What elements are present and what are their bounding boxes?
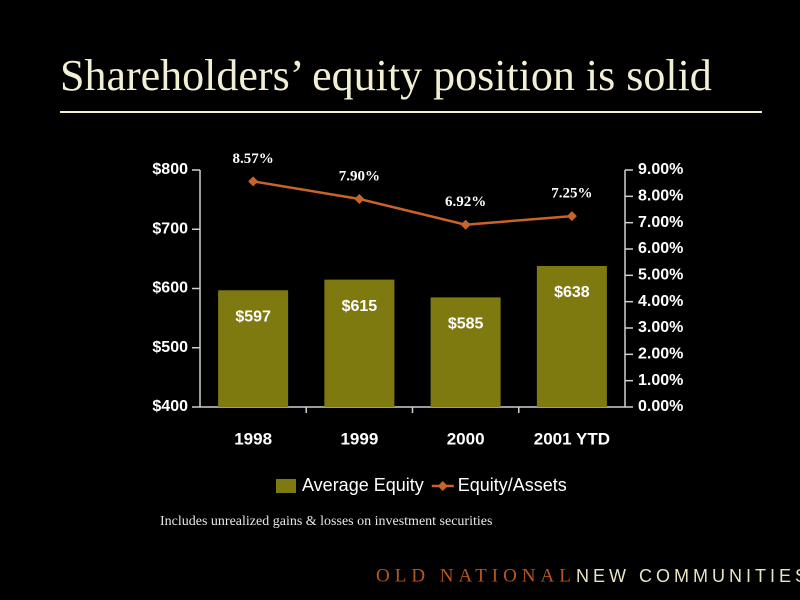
line: [252, 180, 572, 227]
y2-tick-label: 3.00%: [638, 319, 683, 336]
bar-value-label: $597: [235, 308, 271, 325]
y2-tick-label: 8.00%: [638, 188, 683, 205]
x-tick-label: 2001 YTD: [534, 429, 610, 448]
y2-tick-label: 4.00%: [638, 293, 683, 310]
legend-label: Equity/Assets: [458, 475, 567, 495]
y2-tick-label: 0.00%: [638, 398, 683, 415]
line-marker: [248, 176, 259, 187]
legend-marker: [437, 481, 448, 491]
footnote: Includes unrealized gains & losses on in…: [160, 514, 492, 529]
line-value-label: 7.90%: [339, 168, 380, 184]
y2-tick-label: 2.00%: [638, 346, 683, 363]
bar-value-label: $585: [448, 316, 484, 333]
bar: [218, 290, 289, 407]
legend-label: Average Equity: [302, 475, 424, 495]
y2-tick-label: 6.00%: [638, 240, 683, 257]
line-marker: [354, 193, 365, 204]
line-marker: [460, 219, 471, 230]
y-tick-label: $500: [152, 339, 188, 356]
y2-tick-label: 5.00%: [638, 267, 683, 284]
slide-title: Shareholders’ equity position is solid: [60, 51, 712, 100]
bar: [324, 279, 395, 407]
legend-swatch: [276, 479, 296, 493]
line-value-label: 7.25%: [551, 186, 592, 202]
footer-brand: OLD NATIONAL: [376, 565, 576, 586]
y-tick-label: $400: [152, 398, 188, 415]
y2-tick-label: 7.00%: [638, 214, 683, 231]
line-marker: [566, 211, 577, 222]
bar: [536, 265, 607, 407]
y2-tick-label: 9.00%: [638, 161, 683, 178]
y-tick-label: $600: [152, 280, 188, 297]
bar-value-label: $638: [554, 284, 590, 301]
line-value-label: 8.57%: [233, 151, 274, 167]
y-tick-label: $800: [152, 161, 188, 178]
bar: [430, 297, 501, 407]
x-tick-label: 1999: [340, 429, 378, 448]
line-value-label: 6.92%: [445, 194, 486, 210]
x-tick-label: 1998: [234, 429, 272, 448]
x-tick-label: 2000: [447, 429, 485, 448]
y-tick-label: $700: [152, 220, 188, 237]
footer-tagline: NEW COMMUNITIES: [576, 566, 800, 586]
bar-value-label: $615: [342, 298, 378, 315]
y2-tick-label: 1.00%: [638, 372, 683, 389]
